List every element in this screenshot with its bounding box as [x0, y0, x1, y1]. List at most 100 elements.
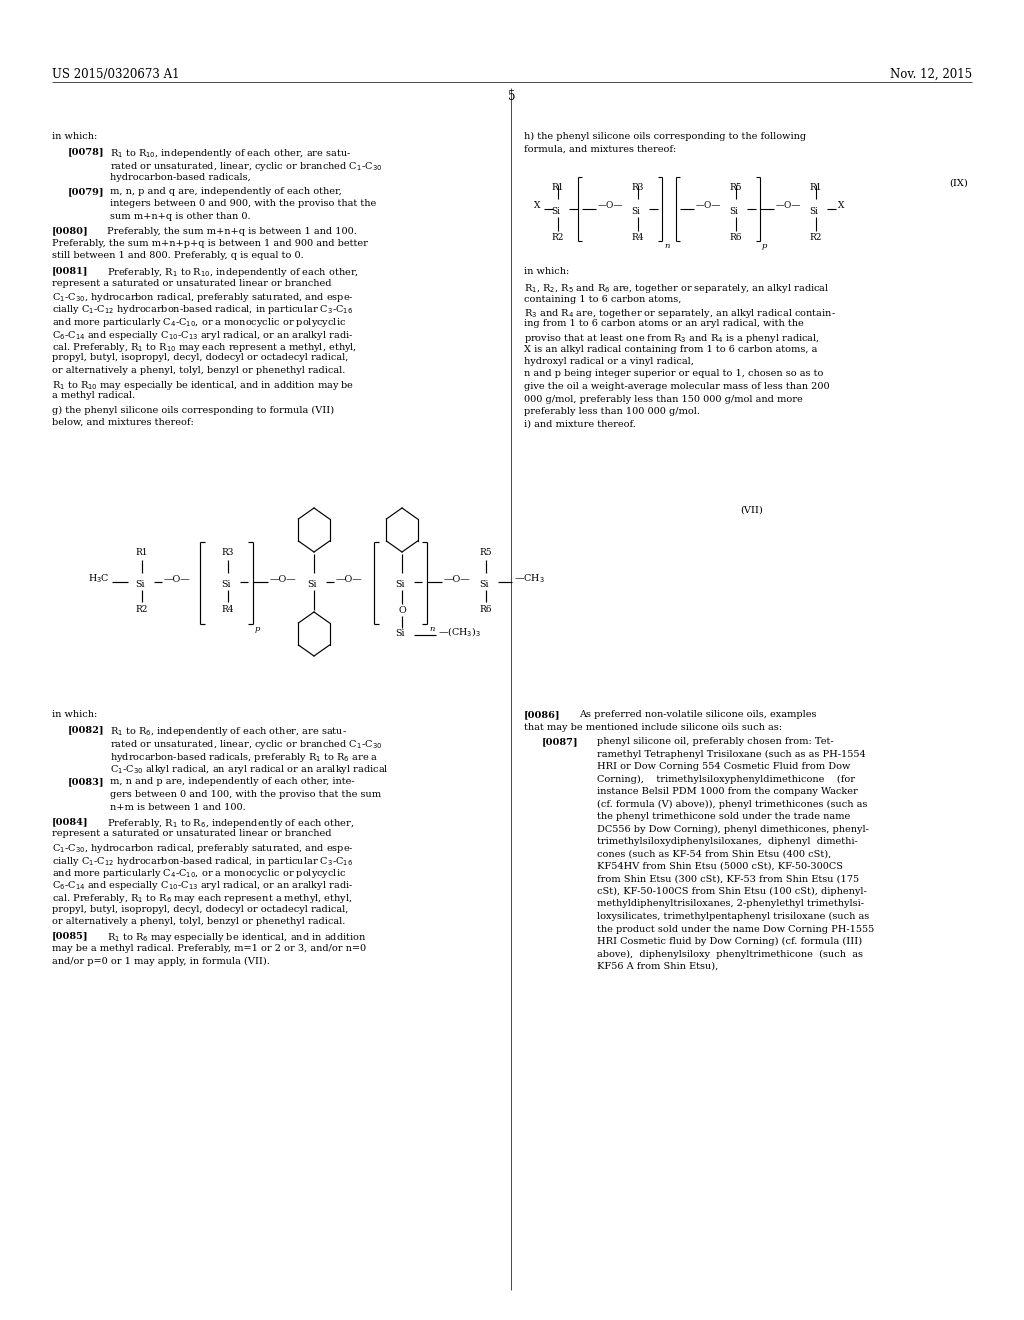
Text: (IX): (IX) — [949, 178, 968, 187]
Text: Si: Si — [729, 206, 738, 215]
Text: R1: R1 — [136, 548, 148, 557]
Text: that may be mentioned include silicone oils such as:: that may be mentioned include silicone o… — [524, 722, 782, 731]
Text: Si: Si — [221, 579, 230, 589]
Text: m, n and p are, independently of each other, inte-: m, n and p are, independently of each ot… — [110, 777, 354, 787]
Text: hydrocarbon-based radicals,: hydrocarbon-based radicals, — [110, 173, 251, 181]
Text: KF56 A from Shin Etsu),: KF56 A from Shin Etsu), — [597, 962, 718, 972]
Text: hydroxyl radical or a vinyl radical,: hydroxyl radical or a vinyl radical, — [524, 356, 694, 366]
Text: in which:: in which: — [52, 710, 97, 719]
Text: rated or unsaturated, linear, cyclic or branched C$_1$-C$_{30}$: rated or unsaturated, linear, cyclic or … — [110, 160, 382, 173]
Text: p: p — [255, 624, 260, 634]
Text: R3: R3 — [222, 548, 234, 557]
Text: Si: Si — [479, 579, 488, 589]
Text: Preferably, the sum m+n+q is between 1 and 100.: Preferably, the sum m+n+q is between 1 a… — [106, 227, 357, 235]
Text: cially C$_1$-C$_{12}$ hydrocarbon-based radical, in particular C$_3$-C$_{16}$: cially C$_1$-C$_{12}$ hydrocarbon-based … — [52, 854, 353, 867]
Text: m, n, p and q are, independently of each other,: m, n, p and q are, independently of each… — [110, 187, 342, 195]
Text: or alternatively a phenyl, tolyl, benzyl or phenethyl radical.: or alternatively a phenyl, tolyl, benzyl… — [52, 917, 345, 927]
Text: h) the phenyl silicone oils corresponding to the following: h) the phenyl silicone oils correspondin… — [524, 132, 806, 141]
Text: —O—: —O— — [696, 201, 721, 210]
Text: [0081]: [0081] — [52, 267, 88, 275]
Text: KF54HV from Shin Etsu (5000 cSt), KF-50-300CS: KF54HV from Shin Etsu (5000 cSt), KF-50-… — [597, 862, 843, 871]
Text: O: O — [398, 606, 406, 615]
Text: —CH$_3$: —CH$_3$ — [514, 573, 545, 585]
Text: p: p — [762, 243, 767, 251]
Text: [0080]: [0080] — [52, 227, 89, 235]
Text: instance Belsil PDM 1000 from the company Wacker: instance Belsil PDM 1000 from the compan… — [597, 787, 858, 796]
Text: [0084]: [0084] — [52, 817, 89, 826]
Text: in which:: in which: — [524, 267, 569, 276]
Text: may be a methyl radical. Preferably, m=1 or 2 or 3, and/or n=0: may be a methyl radical. Preferably, m=1… — [52, 944, 367, 953]
Text: —(CH$_3$)$_3$: —(CH$_3$)$_3$ — [438, 626, 480, 639]
Text: DC556 by Dow Corning), phenyl dimethicones, phenyl-: DC556 by Dow Corning), phenyl dimethicon… — [597, 825, 869, 834]
Text: a methyl radical.: a methyl radical. — [52, 391, 135, 400]
Text: the product sold under the name Dow Corning PH-1555: the product sold under the name Dow Corn… — [597, 924, 874, 933]
Text: and more particularly C$_4$-C$_{10}$, or a monocyclic or polycyclic: and more particularly C$_4$-C$_{10}$, or… — [52, 867, 346, 880]
Text: —O—: —O— — [164, 574, 190, 583]
Text: n+m is between 1 and 100.: n+m is between 1 and 100. — [110, 803, 246, 812]
Text: R5: R5 — [730, 182, 742, 191]
Text: phenyl silicone oil, preferably chosen from: Tet-: phenyl silicone oil, preferably chosen f… — [597, 737, 834, 746]
Text: methyldiphenyltrisiloxanes, 2-phenylethyl trimethylsi-: methyldiphenyltrisiloxanes, 2-phenylethy… — [597, 899, 864, 908]
Text: formula, and mixtures thereof:: formula, and mixtures thereof: — [524, 144, 676, 153]
Text: (VII): (VII) — [740, 506, 763, 515]
Text: cal. Preferably, R$_1$ to R$_6$ may each represent a methyl, ethyl,: cal. Preferably, R$_1$ to R$_6$ may each… — [52, 892, 352, 906]
Text: R1: R1 — [552, 182, 564, 191]
Text: Si: Si — [395, 630, 404, 638]
Text: Nov. 12, 2015: Nov. 12, 2015 — [890, 69, 972, 81]
Text: [0086]: [0086] — [524, 710, 560, 719]
Text: (cf. formula (V) above)), phenyl trimethicones (such as: (cf. formula (V) above)), phenyl trimeth… — [597, 800, 867, 809]
Text: represent a saturated or unsaturated linear or branched: represent a saturated or unsaturated lin… — [52, 829, 332, 838]
Text: ramethyl Tetraphenyl Trisiloxane (such as as PH-1554: ramethyl Tetraphenyl Trisiloxane (such a… — [597, 750, 865, 759]
Text: containing 1 to 6 carbon atoms,: containing 1 to 6 carbon atoms, — [524, 294, 681, 304]
Text: C$_6$-C$_{14}$ and especially C$_{10}$-C$_{13}$ aryl radical, or an aralkyl radi: C$_6$-C$_{14}$ and especially C$_{10}$-C… — [52, 879, 353, 892]
Text: Si: Si — [135, 579, 144, 589]
Text: Preferably, R$_1$ to R$_6$, independently of each other,: Preferably, R$_1$ to R$_6$, independentl… — [106, 817, 354, 830]
Text: R2: R2 — [810, 234, 822, 243]
Text: R2: R2 — [136, 605, 148, 614]
Text: [0082]: [0082] — [68, 726, 104, 734]
Text: R2: R2 — [552, 234, 564, 243]
Text: [0087]: [0087] — [542, 737, 579, 746]
Text: cones (such as KF-54 from Shin Etsu (400 cSt),: cones (such as KF-54 from Shin Etsu (400… — [597, 850, 831, 858]
Text: C$_1$-C$_{30}$ alkyl radical, an aryl radical or an aralkyl radical: C$_1$-C$_{30}$ alkyl radical, an aryl ra… — [110, 763, 389, 776]
Text: —O—: —O— — [598, 201, 624, 210]
Text: As preferred non-volatile silicone oils, examples: As preferred non-volatile silicone oils,… — [579, 710, 816, 719]
Text: n and p being integer superior or equal to 1, chosen so as to: n and p being integer superior or equal … — [524, 370, 823, 379]
Text: R5: R5 — [479, 548, 493, 557]
Text: US 2015/0320673 A1: US 2015/0320673 A1 — [52, 69, 179, 81]
Text: Corning),    trimethylsiloxyphenyldimethicone    (for: Corning), trimethylsiloxyphenyldimethico… — [597, 775, 855, 784]
Text: R$_1$, R$_2$, R$_5$ and R$_6$ are, together or separately, an alkyl radical: R$_1$, R$_2$, R$_5$ and R$_6$ are, toget… — [524, 282, 829, 294]
Text: trimethylsiloxydiphenylsiloxanes,  diphenyl  dimethi-: trimethylsiloxydiphenylsiloxanes, diphen… — [597, 837, 858, 846]
Text: hydrocarbon-based radicals, preferably R$_1$ to R$_6$ are a: hydrocarbon-based radicals, preferably R… — [110, 751, 379, 763]
Text: R4: R4 — [632, 234, 644, 243]
Text: —O—: —O— — [444, 574, 471, 583]
Text: Si: Si — [810, 206, 818, 215]
Text: [0078]: [0078] — [68, 148, 104, 157]
Text: C$_1$-C$_{30}$, hydrocarbon radical, preferably saturated, and espe-: C$_1$-C$_{30}$, hydrocarbon radical, pre… — [52, 842, 354, 855]
Text: loxysilicates, trimethylpentaphenyl trisiloxane (such as: loxysilicates, trimethylpentaphenyl tris… — [597, 912, 869, 921]
Text: in which:: in which: — [52, 132, 97, 141]
Text: R4: R4 — [222, 605, 234, 614]
Text: R$_1$ to R$_6$ may especially be identical, and in addition: R$_1$ to R$_6$ may especially be identic… — [106, 932, 367, 945]
Text: give the oil a weight-average molecular mass of less than 200: give the oil a weight-average molecular … — [524, 381, 829, 391]
Text: integers between 0 and 900, with the proviso that the: integers between 0 and 900, with the pro… — [110, 199, 376, 209]
Text: represent a saturated or unsaturated linear or branched: represent a saturated or unsaturated lin… — [52, 279, 332, 288]
Text: —O—: —O— — [336, 574, 362, 583]
Text: [0079]: [0079] — [68, 187, 104, 195]
Text: Si: Si — [632, 206, 640, 215]
Text: R6: R6 — [480, 605, 493, 614]
Text: n: n — [429, 624, 434, 634]
Text: gers between 0 and 100, with the proviso that the sum: gers between 0 and 100, with the proviso… — [110, 789, 381, 799]
Text: cSt), KF-50-100CS from Shin Etsu (100 cSt), diphenyl-: cSt), KF-50-100CS from Shin Etsu (100 cS… — [597, 887, 866, 896]
Text: cially C$_1$-C$_{12}$ hydrocarbon-based radical, in particular C$_3$-C$_{16}$: cially C$_1$-C$_{12}$ hydrocarbon-based … — [52, 304, 353, 317]
Text: 000 g/mol, preferably less than 150 000 g/mol and more: 000 g/mol, preferably less than 150 000 … — [524, 395, 803, 404]
Text: cal. Preferably, R$_1$ to R$_{10}$ may each represent a methyl, ethyl,: cal. Preferably, R$_1$ to R$_{10}$ may e… — [52, 341, 357, 354]
Text: propyl, butyl, isopropyl, decyl, dodecyl or octadecyl radical,: propyl, butyl, isopropyl, decyl, dodecyl… — [52, 354, 348, 363]
Text: —O—: —O— — [776, 201, 802, 210]
Text: R$_1$ to R$_{10}$, independently of each other, are satu-: R$_1$ to R$_{10}$, independently of each… — [110, 148, 351, 161]
Text: proviso that at least one from R$_3$ and R$_4$ is a phenyl radical,: proviso that at least one from R$_3$ and… — [524, 333, 820, 345]
Text: X: X — [534, 201, 540, 210]
Text: X: X — [838, 201, 845, 210]
Text: Preferably, R$_1$ to R$_{10}$, independently of each other,: Preferably, R$_1$ to R$_{10}$, independe… — [106, 267, 358, 279]
Text: and more particularly C$_4$-C$_{10}$, or a monocyclic or polycyclic: and more particularly C$_4$-C$_{10}$, or… — [52, 315, 346, 329]
